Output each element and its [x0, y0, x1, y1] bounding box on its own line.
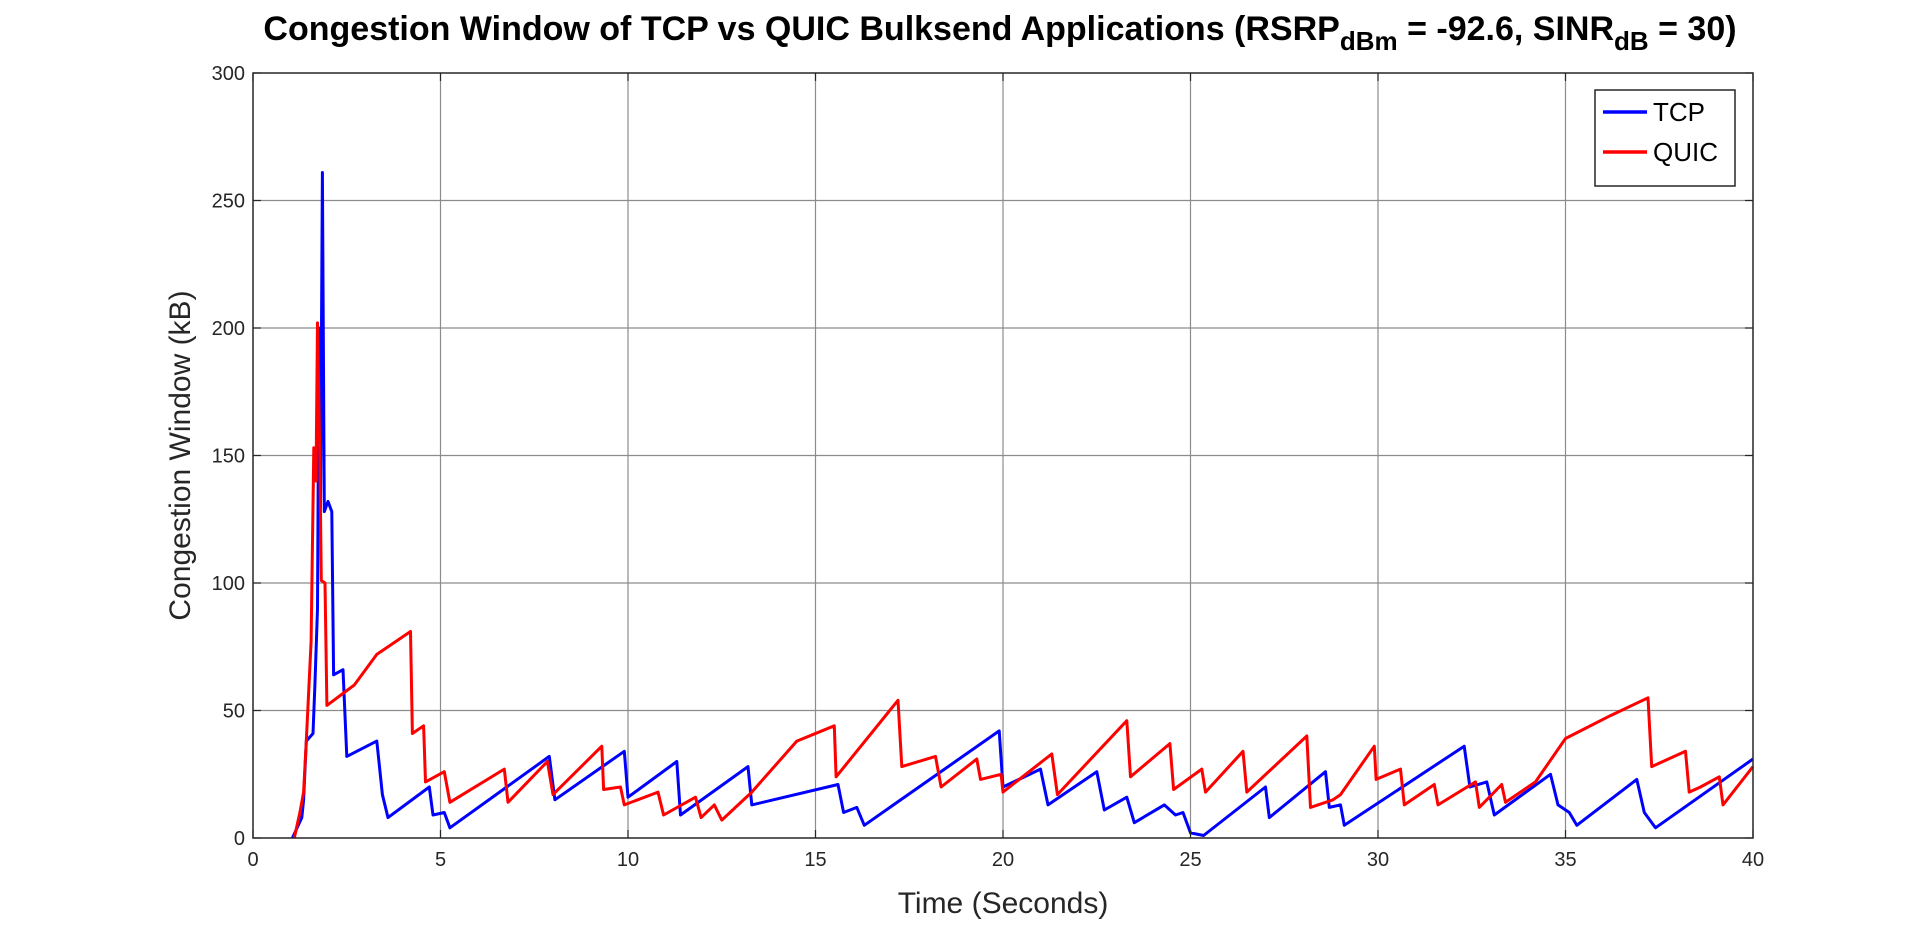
title-subscript-dbm: dBm [1340, 26, 1398, 56]
legend: TCP QUIC [1594, 89, 1736, 187]
legend-label-tcp: TCP [1653, 97, 1705, 127]
title-prefix: Congestion Window of TCP vs QUIC Bulksen… [263, 10, 1339, 48]
y-tick-label: 200 [212, 318, 245, 340]
x-tick-label: 5 [435, 849, 446, 871]
x-tick-label: 25 [1179, 849, 1201, 871]
y-axis-label: Congestion Window (kB) [164, 290, 197, 620]
y-tick-label: 150 [212, 446, 245, 468]
title-middle: = -92.6, SINR [1398, 10, 1614, 48]
x-tick-label: 15 [804, 849, 826, 871]
x-tick-label: 35 [1554, 849, 1576, 871]
y-tick-label: 250 [212, 191, 245, 213]
x-tick-label: 0 [247, 849, 258, 871]
grid [253, 73, 1753, 838]
x-tick-label: 30 [1367, 849, 1389, 871]
series-line-quic [292, 321, 1755, 839]
legend-label-quic: QUIC [1653, 137, 1718, 167]
y-tick-label: 100 [212, 573, 245, 595]
y-tick-label: 50 [223, 701, 245, 723]
series-line-tcp [291, 171, 1754, 839]
axis-ticks: 0 5 10 15 20 25 30 35 40 0 50 100 150 200 250 300 [212, 63, 1765, 871]
x-tick-label: 20 [992, 849, 1014, 871]
title-suffix: = 30) [1649, 10, 1737, 48]
title-subscript-db: dB [1614, 26, 1649, 56]
x-tick-label: 10 [617, 849, 639, 871]
y-tick-label: 0 [234, 828, 245, 850]
x-axis-label: Time (Seconds) [898, 887, 1109, 920]
series-lines [291, 171, 1755, 839]
y-tick-label: 300 [212, 63, 245, 85]
x-tick-label: 40 [1742, 849, 1764, 871]
legend-box [1594, 89, 1736, 187]
chart-title: Congestion Window of TCP vs QUIC Bulksen… [263, 10, 1736, 56]
